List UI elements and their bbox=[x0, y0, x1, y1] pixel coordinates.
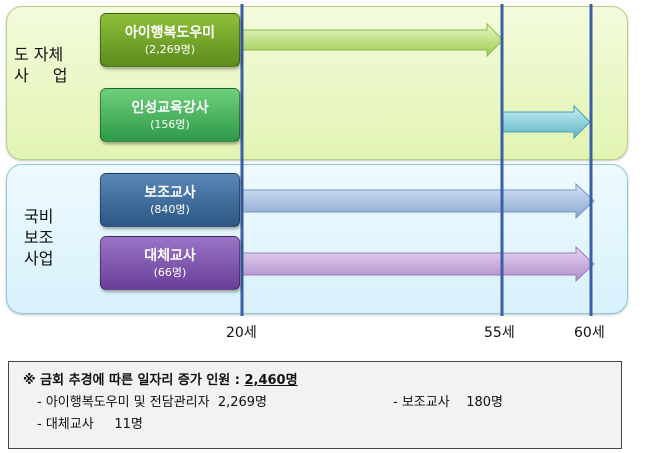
box-name: 아이행복도우미 bbox=[124, 24, 216, 41]
arrow-helper-20-55 bbox=[241, 22, 504, 58]
arrow-assistant-20-60 bbox=[241, 182, 595, 220]
note-row: - 대체교사 11명 bbox=[23, 414, 607, 436]
note-prefix: ※ 금회 추경에 따른 일자리 증가 인원 : bbox=[23, 373, 245, 388]
note-total: 2,460명 bbox=[244, 373, 298, 388]
box-name: 인성교육강사 bbox=[131, 99, 209, 116]
note-row: - 아이행복도우미 및 전담관리자 2,269명 - 보조교사 180명 bbox=[23, 392, 607, 414]
label-line: 사업 bbox=[14, 66, 92, 85]
note-box: ※ 금회 추경에 따른 일자리 증가 인원 : 2,460명 - 아이행복도우미… bbox=[8, 361, 622, 449]
box-character-edu: 인성교육강사 (156명) bbox=[100, 88, 240, 142]
label-line: 도 자체 bbox=[14, 45, 64, 64]
box-count: (2,269명) bbox=[144, 42, 196, 56]
box-assistant-teacher: 보조교사 (840명) bbox=[100, 173, 240, 227]
label-line: 보조 bbox=[24, 228, 54, 247]
box-name: 보조교사 bbox=[144, 184, 196, 201]
note-item-assistant: - 보조교사 180명 bbox=[393, 395, 503, 410]
note-item-substitute: - 대체교사 11명 bbox=[37, 417, 143, 432]
timeline-arrows bbox=[240, 4, 595, 316]
arrow-character-edu-55-60 bbox=[501, 104, 591, 140]
note-headline: ※ 금회 추경에 따른 일자리 증가 인원 : 2,460명 bbox=[23, 370, 607, 392]
box-substitute-teacher: 대체교사 (66명) bbox=[100, 236, 240, 290]
label-provincial-projects: 도 자체 사업 bbox=[14, 44, 91, 86]
label-line: 국비 bbox=[24, 207, 54, 226]
label-national-subsidy: 국비 보조 사업 bbox=[24, 206, 53, 269]
age-label-55: 55세 bbox=[484, 325, 515, 341]
box-count: (66명) bbox=[153, 265, 187, 279]
note-item-helper: - 아이행복도우미 및 전담관리자 2,269명 bbox=[37, 395, 268, 410]
box-count: (840명) bbox=[150, 202, 190, 216]
box-name: 대체교사 bbox=[144, 247, 196, 264]
age-label-60: 60세 bbox=[574, 325, 605, 341]
box-helper: 아이행복도우미 (2,269명) bbox=[100, 13, 240, 67]
label-line: 사업 bbox=[24, 249, 54, 268]
age-label-20: 20세 bbox=[226, 325, 257, 341]
box-count: (156명) bbox=[150, 117, 190, 131]
arrow-substitute-20-60 bbox=[241, 245, 595, 283]
